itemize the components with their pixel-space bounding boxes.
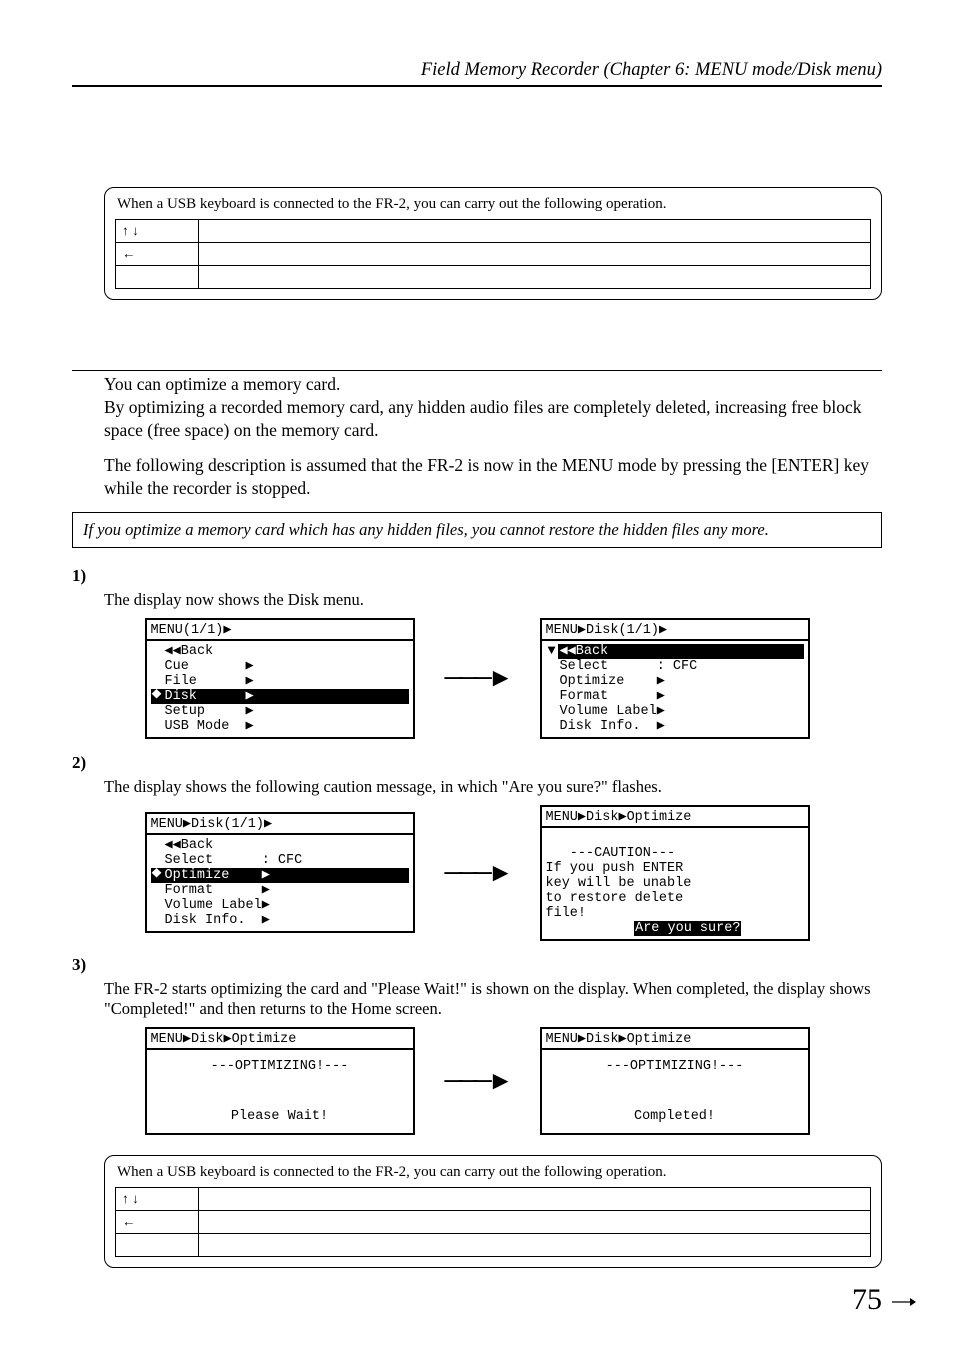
table-row: ← — [116, 1211, 871, 1234]
lcd-title: MENU▶Disk(1/1)▶ — [542, 620, 808, 641]
usb-keyboard-box-top: When a USB keyboard is connected to the … — [104, 187, 882, 300]
caution-line: file! — [546, 906, 587, 921]
section-para-3: The following description is assumed tha… — [104, 454, 882, 500]
table-row: ↑ ↓ — [116, 1188, 871, 1211]
key-cell: ↑ ↓ — [116, 220, 199, 243]
lcd-line: ---OPTIMIZING!--- — [151, 1056, 409, 1078]
page-number: 75 — [852, 1283, 882, 1317]
lcd-item: Volume Label▶ — [558, 704, 804, 719]
key-cell — [116, 1234, 199, 1257]
arrow-right-icon: ───► — [445, 860, 510, 886]
lcd-caution: MENU▶Disk▶Optimize ---CAUTION--- If you … — [540, 805, 810, 941]
lcd-body: ---CAUTION--- If you push ENTER key will… — [542, 828, 808, 939]
section-para-1: You can optimize a memory card. — [104, 373, 882, 396]
lcd-line: Please Wait! — [151, 1106, 409, 1128]
key-cell — [116, 266, 199, 289]
running-header: Field Memory Recorder (Chapter 6: MENU m… — [72, 60, 882, 87]
lcd-title: MENU(1/1)▶ — [147, 620, 413, 641]
caution-line: to restore delete — [546, 891, 684, 906]
desc-cell — [199, 1234, 871, 1257]
usb-key-table: ↑ ↓ ← — [115, 1187, 871, 1257]
desc-cell — [199, 1211, 871, 1234]
section-para-2: By optimizing a recorded memory card, an… — [104, 396, 882, 442]
caution-line: If you push ENTER — [546, 861, 684, 876]
usb-key-table: ↑ ↓ ← — [115, 219, 871, 289]
lcd-item-selected: Disk ▶ — [163, 689, 409, 704]
lcd-item: ◀◀Back — [163, 644, 409, 659]
step-number: 3) — [72, 955, 94, 975]
usb-keyboard-box-bottom: When a USB keyboard is connected to the … — [104, 1155, 882, 1268]
lcd-item-selected: Optimize ▶ — [163, 868, 409, 883]
key-cell: ← — [116, 1211, 199, 1234]
screens-row-2: MENU▶Disk(1/1)▶ ◀◀Back Select : CFC ⯁Opt… — [72, 805, 882, 941]
lcd-item: Optimize ▶ — [558, 674, 804, 689]
step-2-sub: The display shows the following caution … — [104, 777, 882, 797]
caution-line: key will be unable — [546, 876, 692, 891]
usb-caption: When a USB keyboard is connected to the … — [115, 1164, 871, 1181]
scroll-indicator-icon: ⯁ — [151, 868, 163, 883]
lcd-body: ◀◀Back Cue ▶ File ▶ ⯁Disk ▶ Setup ▶ USB … — [147, 641, 413, 737]
screens-row-3: MENU▶Disk▶Optimize ---OPTIMIZING!--- Ple… — [72, 1027, 882, 1135]
lcd-optimizing-done: MENU▶Disk▶Optimize ---OPTIMIZING!--- Com… — [540, 1027, 810, 1135]
key-cell: ↑ ↓ — [116, 1188, 199, 1211]
note-text: If you optimize a memory card which has … — [83, 520, 769, 539]
lcd-item: ◀◀Back — [163, 838, 409, 853]
scroll-indicator-icon: ▼ — [546, 644, 558, 659]
table-row — [116, 1234, 871, 1257]
lcd-item: Format ▶ — [163, 883, 409, 898]
caution-line: ---CAUTION--- — [546, 846, 676, 861]
table-row: ← — [116, 243, 871, 266]
lcd-body: ---OPTIMIZING!--- Completed! — [542, 1050, 808, 1133]
desc-cell — [199, 243, 871, 266]
lcd-item: Select : CFC — [163, 853, 409, 868]
lcd-item: Volume Label▶ — [163, 898, 409, 913]
caution-flash: Are you sure? — [634, 921, 741, 936]
lcd-menu-root: MENU(1/1)▶ ◀◀Back Cue ▶ File ▶ ⯁Disk ▶ S… — [145, 618, 415, 739]
step-2: 2) — [72, 753, 882, 773]
lcd-item: Cue ▶ — [163, 659, 409, 674]
desc-cell — [199, 220, 871, 243]
note-box: If you optimize a memory card which has … — [72, 512, 882, 547]
arrow-right-icon: ───► — [445, 1068, 510, 1094]
step-3: 3) — [72, 955, 882, 975]
step-number: 1) — [72, 566, 94, 586]
scroll-indicator-icon: ⯁ — [151, 689, 163, 704]
page-corner-arrow-icon — [892, 1297, 916, 1307]
lcd-title: MENU▶Disk(1/1)▶ — [147, 814, 413, 835]
lcd-item-selected: ◀◀Back — [558, 644, 804, 659]
screens-row-1: MENU(1/1)▶ ◀◀Back Cue ▶ File ▶ ⯁Disk ▶ S… — [72, 618, 882, 739]
lcd-item: File ▶ — [163, 674, 409, 689]
page: Field Memory Recorder (Chapter 6: MENU m… — [0, 0, 954, 1351]
lcd-title: MENU▶Disk▶Optimize — [542, 1029, 808, 1050]
arrow-right-icon: ───► — [445, 665, 510, 691]
header-title: Field Memory Recorder (Chapter 6: MENU m… — [72, 60, 882, 81]
lcd-title: MENU▶Disk▶Optimize — [147, 1029, 413, 1050]
header-rule — [72, 85, 882, 87]
lcd-item: Disk Info. ▶ — [558, 719, 804, 734]
lcd-item: Setup ▶ — [163, 704, 409, 719]
lcd-line: ---OPTIMIZING!--- — [546, 1056, 804, 1078]
lcd-item: Format ▶ — [558, 689, 804, 704]
lcd-body: ---OPTIMIZING!--- Please Wait! — [147, 1050, 413, 1133]
table-row — [116, 266, 871, 289]
lcd-item: USB Mode ▶ — [163, 719, 409, 734]
step-number: 2) — [72, 753, 94, 773]
lcd-optimizing-wait: MENU▶Disk▶Optimize ---OPTIMIZING!--- Ple… — [145, 1027, 415, 1135]
desc-cell — [199, 266, 871, 289]
key-cell: ← — [116, 243, 199, 266]
step-3-sub: The FR-2 starts optimizing the card and … — [104, 979, 882, 1019]
lcd-item: Disk Info. ▶ — [163, 913, 409, 928]
usb-caption: When a USB keyboard is connected to the … — [115, 196, 871, 213]
desc-cell — [199, 1188, 871, 1211]
lcd-title: MENU▶Disk▶Optimize — [542, 807, 808, 828]
step-1: 1) — [72, 566, 882, 586]
lcd-disk-menu-optimize: MENU▶Disk(1/1)▶ ◀◀Back Select : CFC ⯁Opt… — [145, 812, 415, 933]
step-1-sub: The display now shows the Disk menu. — [104, 590, 882, 610]
lcd-item: Select : CFC — [558, 659, 804, 674]
lcd-body: ◀◀Back Select : CFC ⯁Optimize ▶ Format ▶… — [147, 835, 413, 931]
table-row: ↑ ↓ — [116, 220, 871, 243]
lcd-line: Completed! — [546, 1106, 804, 1128]
lcd-disk-menu-back: MENU▶Disk(1/1)▶ ▼◀◀Back Select : CFC Opt… — [540, 618, 810, 739]
lcd-body: ▼◀◀Back Select : CFC Optimize ▶ Format ▶… — [542, 641, 808, 737]
